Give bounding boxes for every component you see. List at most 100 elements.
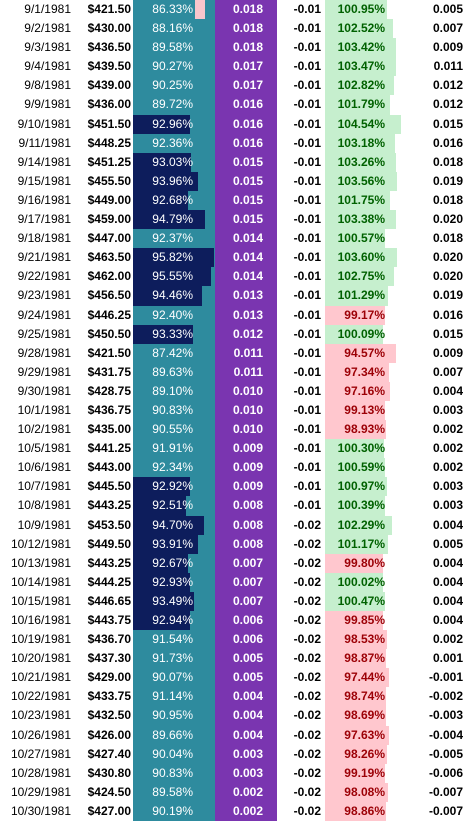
negative-value-cell[interactable]: -0.01 — [293, 40, 321, 55]
ratio-cell[interactable]: 97.16% — [325, 381, 410, 401]
date-cell[interactable]: 9/10/1981 — [17, 116, 71, 131]
last-value-cell[interactable]: 0.020 — [432, 250, 463, 265]
percent-cell[interactable]: 92.96% — [133, 114, 215, 134]
last-value-cell[interactable]: -0.002 — [428, 689, 463, 704]
ratio-cell[interactable]: 100.30% — [325, 439, 410, 459]
price-cell[interactable]: $449.50 — [87, 536, 131, 551]
ratio-cell[interactable]: 103.42% — [325, 38, 410, 58]
negative-value-cell[interactable]: -0.02 — [293, 765, 321, 780]
percent-cell[interactable]: 89.72% — [133, 95, 215, 115]
percent-cell[interactable]: 92.68% — [133, 190, 215, 211]
price-cell[interactable]: $439.50 — [87, 59, 131, 74]
date-cell[interactable]: 9/29/1981 — [17, 364, 71, 379]
ratio-cell[interactable]: 98.53% — [325, 630, 410, 650]
negative-value-cell[interactable]: -0.02 — [293, 613, 321, 627]
value-cell[interactable]: 0.013 — [215, 286, 277, 306]
ratio-cell[interactable]: 98.08% — [325, 782, 410, 802]
ratio-cell[interactable]: 100.59% — [325, 458, 410, 478]
negative-value-cell[interactable]: -0.02 — [293, 574, 321, 589]
date-cell[interactable]: 10/23/1981 — [10, 708, 71, 723]
price-cell[interactable]: $421.50 — [87, 345, 131, 360]
percent-cell[interactable]: 92.34% — [133, 458, 215, 478]
last-value-cell[interactable]: 0.015 — [432, 116, 463, 131]
percent-cell[interactable]: 90.95% — [133, 706, 215, 726]
last-value-cell[interactable]: 0.015 — [432, 326, 463, 341]
ratio-cell[interactable]: 98.93% — [325, 420, 410, 440]
price-cell[interactable]: $444.25 — [87, 574, 131, 589]
percent-cell[interactable]: 91.14% — [133, 687, 215, 707]
percent-cell[interactable]: 92.93% — [133, 572, 215, 592]
value-cell[interactable]: 0.018 — [215, 19, 277, 39]
ratio-cell[interactable]: 100.09% — [325, 324, 410, 344]
percent-cell[interactable]: 94.79% — [133, 210, 215, 230]
percent-cell[interactable]: 90.83% — [133, 400, 215, 421]
ratio-cell[interactable]: 103.56% — [325, 171, 410, 191]
last-value-cell[interactable]: 0.004 — [432, 593, 463, 608]
value-cell[interactable]: 0.018 — [215, 38, 277, 58]
value-cell[interactable]: 0.015 — [215, 171, 277, 191]
percent-cell[interactable]: 93.91% — [133, 534, 215, 554]
price-cell[interactable]: $430.00 — [87, 21, 131, 36]
percent-cell[interactable]: 93.03% — [133, 152, 215, 172]
value-cell[interactable]: 0.015 — [215, 190, 277, 211]
date-cell[interactable]: 9/25/1981 — [17, 326, 71, 341]
ratio-cell[interactable]: 102.82% — [325, 76, 410, 96]
percent-cell[interactable]: 92.51% — [133, 496, 215, 516]
negative-value-cell[interactable]: -0.01 — [293, 460, 321, 475]
percent-cell[interactable]: 90.19% — [133, 801, 215, 821]
value-cell[interactable]: 0.008 — [215, 534, 277, 554]
date-cell[interactable]: 10/12/1981 — [10, 536, 71, 551]
negative-value-cell[interactable]: -0.02 — [293, 651, 321, 666]
value-cell[interactable]: 0.015 — [215, 152, 277, 172]
date-cell[interactable]: 9/15/1981 — [17, 173, 71, 188]
percent-cell[interactable]: 89.58% — [133, 38, 215, 58]
price-cell[interactable]: $447.00 — [87, 231, 131, 246]
ratio-cell[interactable]: 104.54% — [325, 114, 410, 134]
last-value-cell[interactable]: 0.012 — [432, 97, 463, 112]
date-cell[interactable]: 9/3/1981 — [24, 40, 71, 55]
last-value-cell[interactable]: 0.011 — [433, 59, 463, 74]
value-cell[interactable]: 0.016 — [215, 133, 277, 153]
percent-cell[interactable]: 92.67% — [133, 553, 215, 573]
price-cell[interactable]: $436.70 — [87, 632, 131, 647]
negative-value-cell[interactable]: -0.02 — [293, 670, 321, 685]
ratio-cell[interactable]: 98.26% — [325, 744, 410, 764]
ratio-cell[interactable]: 101.29% — [325, 286, 410, 306]
last-value-cell[interactable]: 0.009 — [432, 345, 463, 360]
value-cell[interactable]: 0.012 — [215, 324, 277, 344]
negative-value-cell[interactable]: -0.01 — [293, 59, 321, 74]
percent-cell[interactable]: 95.82% — [133, 248, 215, 268]
price-cell[interactable]: $435.00 — [87, 422, 131, 437]
negative-value-cell[interactable]: -0.01 — [293, 78, 321, 93]
value-cell[interactable]: 0.018 — [215, 0, 277, 20]
negative-value-cell[interactable]: -0.01 — [293, 2, 321, 16]
ratio-cell[interactable]: 101.79% — [325, 95, 410, 115]
last-value-cell[interactable]: 0.018 — [432, 154, 463, 169]
percent-cell[interactable]: 91.91% — [133, 439, 215, 459]
negative-value-cell[interactable]: -0.01 — [293, 173, 321, 188]
last-value-cell[interactable]: -0.003 — [428, 708, 463, 723]
ratio-cell[interactable]: 103.47% — [325, 57, 410, 77]
price-cell[interactable]: $421.50 — [87, 2, 131, 16]
negative-value-cell[interactable]: -0.01 — [293, 250, 321, 265]
date-cell[interactable]: 10/8/1981 — [17, 498, 71, 513]
value-cell[interactable]: 0.008 — [215, 515, 277, 535]
percent-cell[interactable]: 93.33% — [133, 324, 215, 344]
price-cell[interactable]: $462.00 — [87, 269, 131, 284]
price-cell[interactable]: $430.80 — [87, 765, 131, 780]
ratio-cell[interactable]: 97.44% — [325, 668, 410, 688]
price-cell[interactable]: $456.50 — [87, 288, 131, 303]
last-value-cell[interactable]: 0.002 — [432, 460, 463, 475]
date-cell[interactable]: 10/29/1981 — [10, 784, 71, 799]
last-value-cell[interactable]: 0.004 — [432, 574, 463, 589]
negative-value-cell[interactable]: -0.01 — [293, 422, 321, 437]
value-cell[interactable]: 0.009 — [215, 439, 277, 459]
last-value-cell[interactable]: 0.007 — [432, 364, 463, 379]
date-cell[interactable]: 10/28/1981 — [10, 765, 71, 780]
negative-value-cell[interactable]: -0.02 — [293, 727, 321, 742]
value-cell[interactable]: 0.015 — [215, 210, 277, 230]
last-value-cell[interactable]: 0.004 — [432, 383, 463, 398]
negative-value-cell[interactable]: -0.01 — [293, 97, 321, 112]
price-cell[interactable]: $463.50 — [87, 250, 131, 265]
date-cell[interactable]: 9/28/1981 — [17, 345, 71, 360]
